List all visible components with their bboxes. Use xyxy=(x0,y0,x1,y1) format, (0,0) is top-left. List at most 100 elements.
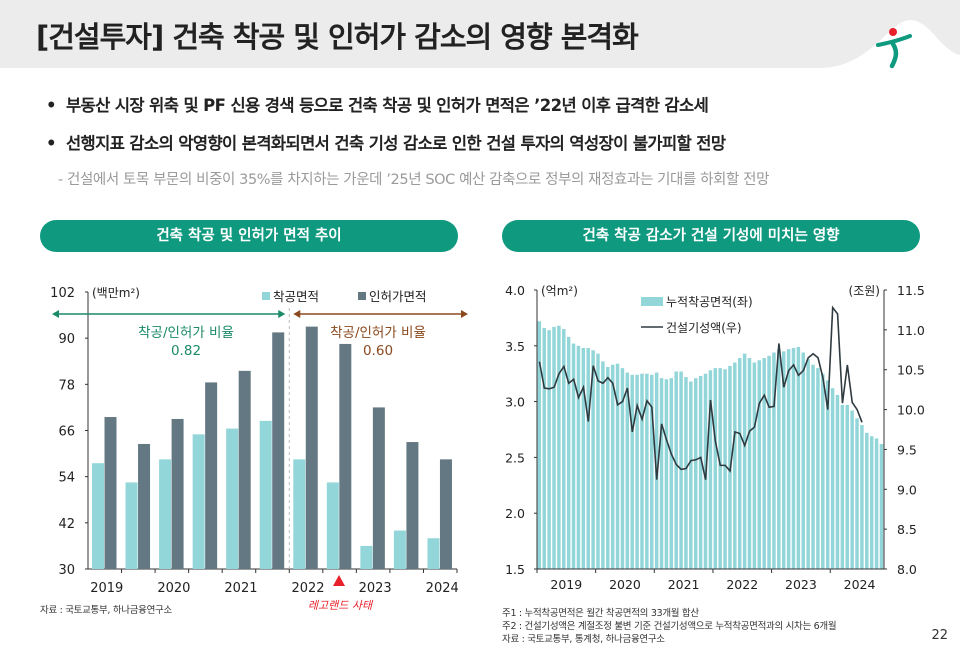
bar-cumulative-starts xyxy=(693,378,698,569)
x-tick-label: 2020 xyxy=(157,581,190,596)
bar-cumulative-starts xyxy=(796,346,801,569)
x-tick-label: 2021 xyxy=(224,581,257,596)
bar-cumulative-starts xyxy=(542,327,546,569)
bullet-2: 선행지표 감소의 악영향이 본격화되면서 건축 기성 감소로 인한 건설 투자의… xyxy=(46,130,769,154)
bar-cumulative-starts xyxy=(566,336,571,569)
header-band: [건설투자] 건축 착공 및 인허가 감소의 영향 본격화 xyxy=(0,0,960,80)
bar-cumulative-starts xyxy=(610,364,615,569)
x-tick-label: 2023 xyxy=(785,577,817,592)
bar-starts xyxy=(226,428,239,569)
bar-starts xyxy=(259,420,272,569)
page-title: [건설투자] 건축 착공 및 인허가 감소의 영향 본격화 xyxy=(36,20,639,54)
bar-cumulative-starts xyxy=(625,372,630,569)
y-right-tick-label: 9.5 xyxy=(897,442,917,457)
bar-cumulative-starts xyxy=(718,368,722,569)
bar-cumulative-starts xyxy=(791,348,796,569)
bar-permits xyxy=(138,443,151,569)
bar-cumulative-starts xyxy=(806,359,810,569)
y-right-tick-label: 10.0 xyxy=(897,403,925,418)
bar-permits xyxy=(439,459,452,569)
bar-cumulative-starts xyxy=(811,364,815,569)
x-tick-label: 2023 xyxy=(359,581,392,596)
bar-cumulative-starts xyxy=(723,369,727,569)
y-tick-label: 66 xyxy=(58,425,75,440)
chart-cumulative-starts-vs-output: 4.0 3.5 3.0 2.5 2.0 1.5 11.5 11.0 10.5 10.0 9.5 9.0… xyxy=(505,283,925,592)
bar-starts xyxy=(427,538,440,569)
y-left-tick-label: 2.5 xyxy=(505,450,525,465)
y-left-tick-label: 1.5 xyxy=(505,562,525,577)
bar-starts xyxy=(293,459,306,569)
bar-cumulative-starts xyxy=(757,360,762,569)
x-tick-label: 2019 xyxy=(550,577,582,592)
bar-cumulative-starts xyxy=(786,349,791,569)
bar-cumulative-starts xyxy=(620,368,625,569)
bar-cumulative-starts xyxy=(679,371,683,569)
bar-cumulative-starts xyxy=(830,388,835,569)
legend-swatch-permits xyxy=(358,292,366,300)
bar-cumulative-starts xyxy=(645,373,649,569)
bar-cumulative-starts xyxy=(689,381,693,569)
page-number: 22 xyxy=(931,628,948,643)
sub-bullet: - 건설에서 토목 부문의 비중이 35%를 차지하는 가운데 ’25년 SOC… xyxy=(58,172,770,188)
bar-cumulative-starts xyxy=(684,377,688,569)
bar-cumulative-starts xyxy=(801,352,806,569)
bar-cumulative-starts xyxy=(850,410,854,569)
arrow-before-head-right xyxy=(278,310,286,318)
note-source: 자료 : 국토교통부, 통계청, 하나금융연구소 xyxy=(502,634,665,645)
x-tick-label: 2020 xyxy=(609,577,641,592)
bar-cumulative-starts xyxy=(708,370,713,569)
note-2: 주2 : 건설기성액은 계절조정 불변 기준 건설기성액으로 누적착공면적과의 … xyxy=(502,621,837,632)
bar-starts xyxy=(125,482,138,569)
bar-cumulative-starts xyxy=(547,330,551,569)
legend-bars: 누적착공면적(좌) xyxy=(666,295,753,309)
bar-cumulative-starts xyxy=(777,349,781,569)
bullet-1: 부동산 시장 위축 및 PF 신용 경색 등으로 건축 착공 및 인허가 면적은… xyxy=(46,92,769,116)
x-tick-label: 2022 xyxy=(291,581,324,596)
bar-cumulative-starts xyxy=(860,425,864,569)
line-construction-output xyxy=(538,305,863,480)
bar-cumulative-starts xyxy=(698,375,703,569)
y-left-unit: (억m²) xyxy=(541,284,578,298)
y-left-tick-label: 4.0 xyxy=(505,283,525,298)
event-label: 레고랜드 사태 xyxy=(308,599,374,612)
bar-cumulative-starts xyxy=(669,378,674,569)
x-tick-label: 2021 xyxy=(668,577,700,592)
chart-starts-permits: 102 90 78 66 54 42 30 (백만m²) 2019 2020 2021 2022 202… xyxy=(50,286,468,612)
bar-permits xyxy=(339,343,352,569)
x-tick-label: 2022 xyxy=(726,577,758,592)
bar-starts xyxy=(393,530,406,569)
summary-bullets: 부동산 시장 위축 및 PF 신용 경색 등으로 건축 착공 및 인허가 면적은… xyxy=(46,92,769,189)
y-right-tick-label: 11.0 xyxy=(897,323,925,338)
legend-swatch-starts xyxy=(262,292,270,300)
y-left-tick-label: 3.5 xyxy=(505,339,525,354)
y-right-tick-label: 8.5 xyxy=(897,522,917,537)
bar-starts xyxy=(326,482,339,569)
bar-cumulative-starts xyxy=(674,371,678,569)
y-right-unit: (조원) xyxy=(849,284,880,298)
y-tick-label: 90 xyxy=(58,332,75,347)
y-right-tick-label: 8.0 xyxy=(897,562,917,577)
bar-cumulative-starts xyxy=(855,418,859,569)
arrow-after-head-left xyxy=(293,310,301,318)
y-right-tick-label: 10.5 xyxy=(897,363,925,378)
chart1-title: 건축 착공 및 인허가 면적 추이 xyxy=(40,220,458,252)
legend-starts: 착공면적 xyxy=(273,289,319,304)
y-tick-label: 78 xyxy=(58,378,75,393)
bar-cumulative-starts xyxy=(821,373,825,569)
bar-cumulative-starts xyxy=(772,352,776,569)
ratio-value-after: 0.60 xyxy=(363,343,393,359)
bar-permits xyxy=(205,382,218,569)
ratio-value-before: 0.82 xyxy=(171,343,201,359)
legend-permits: 인허가면적 xyxy=(369,289,427,304)
y-tick-label: 54 xyxy=(58,471,75,486)
y-right-tick-label: 9.0 xyxy=(897,482,917,497)
bar-cumulative-starts xyxy=(767,355,771,569)
arrow-after-head-right xyxy=(461,310,468,318)
bar-cumulative-starts xyxy=(835,394,840,569)
bar-permits xyxy=(104,417,117,569)
bar-permits xyxy=(406,442,419,569)
bar-cumulative-starts xyxy=(733,362,737,569)
bar-cumulative-starts xyxy=(762,358,766,569)
bar-cumulative-starts xyxy=(640,373,644,569)
x-tick-label: 2019 xyxy=(90,581,123,596)
